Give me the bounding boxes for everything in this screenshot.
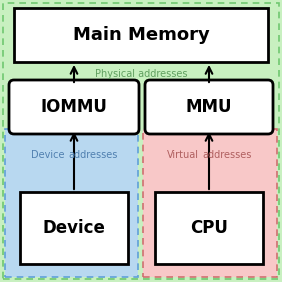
Text: Physical addresses: Physical addresses bbox=[95, 69, 187, 79]
Text: Device: Device bbox=[31, 150, 65, 160]
Text: Device: Device bbox=[43, 219, 105, 237]
FancyBboxPatch shape bbox=[145, 80, 273, 134]
Text: MMU: MMU bbox=[186, 98, 232, 116]
Text: addresses: addresses bbox=[202, 150, 252, 160]
FancyBboxPatch shape bbox=[3, 3, 279, 279]
FancyBboxPatch shape bbox=[5, 129, 138, 277]
Text: IOMMU: IOMMU bbox=[41, 98, 107, 116]
Text: Virtual: Virtual bbox=[167, 150, 199, 160]
FancyBboxPatch shape bbox=[143, 129, 277, 277]
Text: addresses: addresses bbox=[68, 150, 118, 160]
FancyBboxPatch shape bbox=[14, 8, 268, 62]
FancyBboxPatch shape bbox=[155, 192, 263, 264]
FancyBboxPatch shape bbox=[20, 192, 128, 264]
FancyBboxPatch shape bbox=[9, 80, 139, 134]
Text: Main Memory: Main Memory bbox=[73, 26, 209, 44]
Text: CPU: CPU bbox=[190, 219, 228, 237]
